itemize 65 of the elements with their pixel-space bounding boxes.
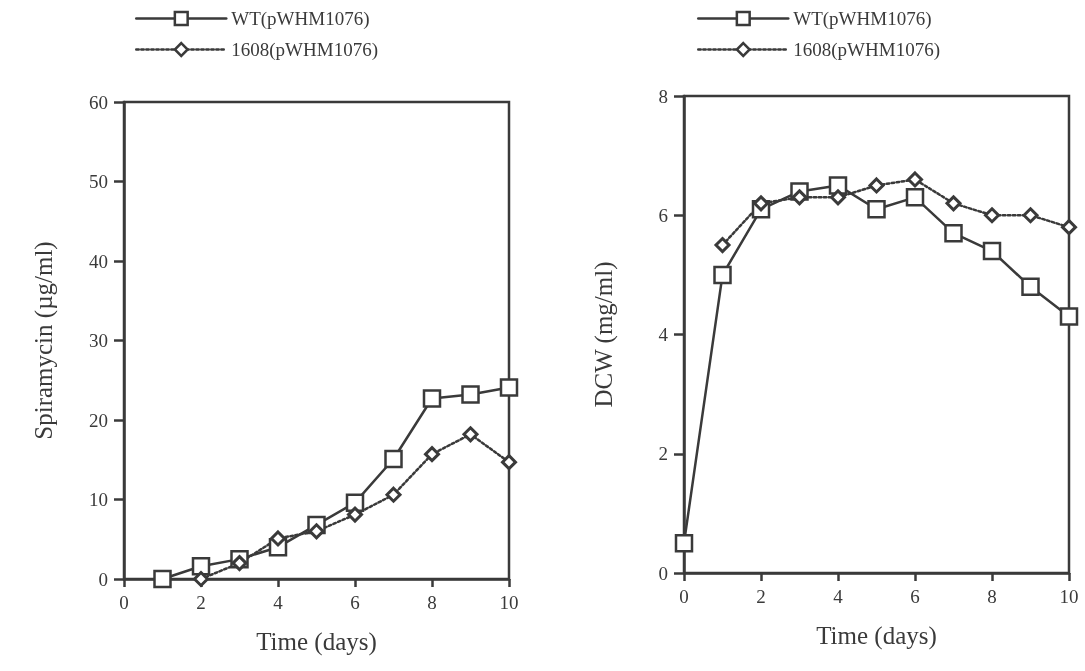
y-tick-label: 20 [89, 409, 108, 431]
x-tick-label: 0 [119, 592, 129, 613]
x-tick-label: 10 [499, 592, 519, 613]
point [231, 555, 248, 572]
point [1022, 207, 1039, 224]
point [153, 569, 172, 589]
point [753, 195, 769, 212]
point [945, 195, 962, 212]
y-tick-label: 50 [89, 171, 108, 192]
x-tick-label: 0 [679, 586, 689, 607]
point [1061, 219, 1077, 236]
point [191, 557, 211, 576]
y-tick-label: 4 [658, 324, 669, 345]
y-tick-label: 8 [658, 85, 668, 107]
point [308, 523, 325, 540]
x-axis-title: Time (days) [816, 622, 937, 650]
x-tick-label: 8 [987, 586, 997, 607]
point [424, 446, 440, 463]
legend-label: 1608(pWHM1076) [231, 39, 378, 61]
point [674, 533, 694, 553]
point [714, 237, 731, 254]
point [905, 188, 925, 207]
y-tick-label: 40 [89, 250, 108, 272]
legend-label: WT(pWHM1076) [231, 8, 370, 30]
x-tick-label: 4 [833, 586, 844, 607]
x-axis-title: Time (days) [256, 628, 377, 656]
point [1021, 277, 1040, 297]
point [270, 530, 286, 547]
point [830, 189, 846, 206]
y-tick-label: 6 [658, 204, 668, 226]
x-tick-label: 6 [910, 586, 920, 607]
point [713, 265, 732, 285]
point [791, 189, 808, 206]
point [868, 177, 885, 194]
point [384, 449, 403, 469]
point [499, 378, 519, 397]
y-tick-label: 10 [89, 489, 108, 510]
y-axis-title: DCW (mg/ml) [590, 261, 618, 408]
point [867, 200, 886, 219]
point [984, 207, 1000, 224]
x-tick-label: 6 [350, 592, 360, 613]
point [385, 486, 402, 503]
y-tick-label: 0 [98, 568, 108, 590]
point [982, 241, 1002, 261]
point [944, 223, 963, 243]
y-tick-label: 0 [658, 562, 668, 584]
legend-label: 1608(pWHM1076) [793, 39, 940, 61]
x-tick-label: 8 [427, 592, 437, 613]
y-tick-label: 60 [89, 91, 108, 113]
x-tick-label: 2 [196, 592, 206, 613]
point [462, 426, 479, 443]
point [461, 385, 480, 404]
point [347, 506, 363, 523]
legend-label: WT(pWHM1076) [793, 8, 932, 30]
point [501, 454, 517, 471]
point [193, 571, 209, 587]
x-tick-label: 4 [273, 592, 284, 613]
y-axis-title: Spiramycin (µg/ml) [30, 241, 58, 440]
y-tick-label: 30 [89, 330, 108, 351]
point [907, 171, 923, 188]
x-tick-label: 2 [756, 586, 766, 607]
y-tick-label: 2 [658, 443, 668, 465]
point [422, 389, 442, 408]
x-tick-label: 10 [1059, 586, 1079, 607]
point [1059, 307, 1079, 326]
